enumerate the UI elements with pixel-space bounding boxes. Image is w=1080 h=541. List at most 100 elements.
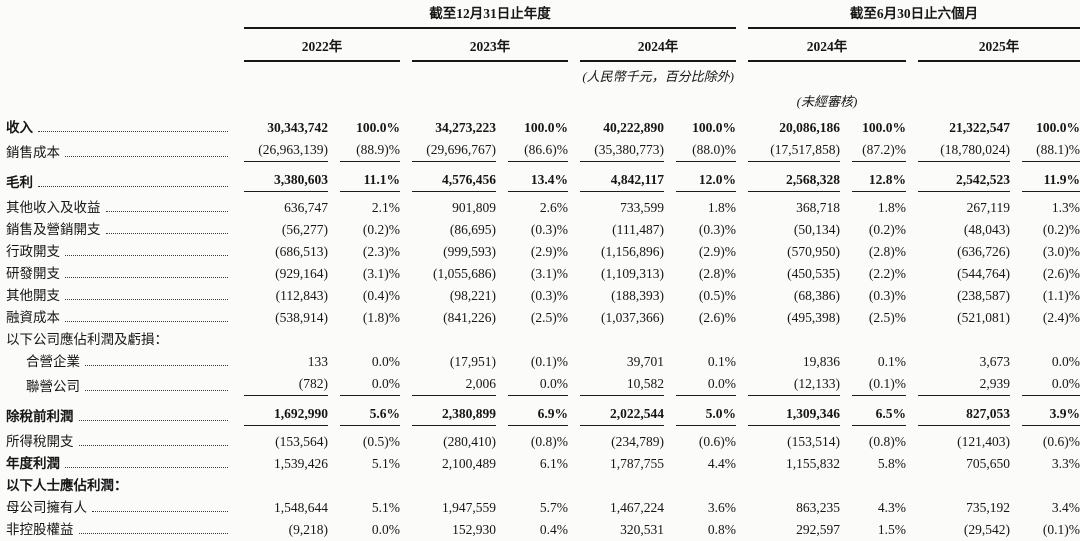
percent-cell: (87.2)% <box>840 139 906 164</box>
percent-cell: (0.3)% <box>530 222 568 237</box>
year-column-2023: 2023年 <box>400 31 568 64</box>
value-cell: (29,696,767) <box>400 139 496 164</box>
row-label: 其他收入及收益 <box>0 197 232 219</box>
value-cell: 10,582 <box>568 373 664 398</box>
value-cell: (68,386) <box>793 288 840 303</box>
percent-cell: 5.1% <box>371 500 400 515</box>
year-column-2025-interim: 2025年 <box>906 31 1080 64</box>
percent-cell: 13.4% <box>496 164 568 197</box>
value-cell: 1,692,990 <box>232 398 328 431</box>
percent-cell: 3.6% <box>707 500 736 515</box>
row-label-text: 所得稅開支 <box>6 434 74 449</box>
percent-cell: 0.0% <box>1010 373 1080 398</box>
dotted-leader <box>78 445 228 446</box>
percent-cell: (0.4)% <box>362 288 400 303</box>
value-cell: 1,309,346 <box>736 398 840 431</box>
value-cell: 4,842,117 <box>568 164 664 197</box>
header-spacer <box>736 63 1080 88</box>
percent-cell: 0.0% <box>371 354 400 369</box>
unaudited-note: (未經審核) <box>796 93 858 109</box>
dotted-leader <box>65 299 228 300</box>
row-label-text: 其他收入及收益 <box>6 200 101 215</box>
percent-cell: 5.1% <box>371 456 400 471</box>
percent-cell: (0.1)% <box>530 354 568 369</box>
value-cell: (98,221) <box>449 288 496 303</box>
value-cell: (111,487) <box>612 222 664 237</box>
value-cell: 39,701 <box>626 354 664 369</box>
dotted-leader <box>65 156 228 157</box>
header-spacer <box>0 0 232 31</box>
value-cell: (570,950) <box>787 244 840 259</box>
row-label-text: 收入 <box>6 120 33 135</box>
unaudited-note-row: (未經審核) <box>0 88 1080 113</box>
table-row: 合營企業 133 0.0% (17,951) (0.1)% 39,701 0.1% 19,83… <box>0 351 1080 373</box>
row-label: 毛利 <box>0 164 232 197</box>
value-cell: (1,109,313) <box>601 266 664 281</box>
row-label-text: 行政開支 <box>6 244 60 259</box>
row-label: 所得稅開支 <box>0 431 232 453</box>
table-row: 行政開支 (686,513) (2.3)% (999,593) (2.9)% (1,156… <box>0 241 1080 263</box>
period-group-interim-title: 截至6月30日止六個月 <box>748 4 1080 29</box>
value-cell: 2,006 <box>400 373 496 398</box>
row-label-text: 以下人士應佔利潤： <box>6 478 128 493</box>
value-cell: 636,747 <box>284 200 328 215</box>
row-label-text: 銷售及營銷開支 <box>6 222 101 237</box>
value-cell: (17,951) <box>449 354 496 369</box>
table-row: 其他收入及收益 636,747 2.1% 901,809 2.6% 733,599 1.8%… <box>0 197 1080 219</box>
percent-cell: (2.2)% <box>868 266 906 281</box>
percent-cell: 1.8% <box>877 200 906 215</box>
value-cell: (17,517,858) <box>736 139 840 164</box>
percent-cell: 11.9% <box>1010 164 1080 197</box>
percent-cell: (0.1)% <box>840 373 906 398</box>
dotted-leader <box>65 277 228 278</box>
value-cell: 292,597 <box>796 522 840 537</box>
value-cell: 2,100,489 <box>442 456 496 471</box>
row-label: 收入 <box>0 112 232 139</box>
percent-cell: 100.0% <box>692 120 736 135</box>
row-label: 聯營公司 <box>0 373 232 398</box>
header-spacer <box>0 31 232 64</box>
percent-cell: (1.8)% <box>362 310 400 325</box>
currency-note: (人民幣千元，百分比除外) <box>582 69 734 84</box>
value-cell: (636,726) <box>957 244 1010 259</box>
row-label-text: 非控股權益 <box>6 522 74 537</box>
percent-cell: (0.8)% <box>530 434 568 449</box>
table-row: 所得稅開支 (153,564) (0.5)% (280,410) (0.8)% (234,… <box>0 431 1080 453</box>
value-cell: (450,535) <box>787 266 840 281</box>
percent-cell: (88.1)% <box>1010 139 1080 164</box>
period-group-annual-title: 截至12月31日止年度 <box>244 4 736 29</box>
value-cell: 1,787,755 <box>610 456 664 471</box>
value-cell: 1,155,832 <box>786 456 840 471</box>
row-label: 融資成本 <box>0 307 232 329</box>
percent-cell: 0.0% <box>1051 354 1080 369</box>
row-label-text: 融資成本 <box>6 310 60 325</box>
dotted-leader <box>65 467 228 468</box>
value-cell: 1,947,559 <box>442 500 496 515</box>
header-spacer <box>0 63 232 88</box>
value-cell: 705,650 <box>966 456 1010 471</box>
value-cell: 2,022,544 <box>568 398 664 431</box>
percent-cell: 1.5% <box>877 522 906 537</box>
value-cell: 21,322,547 <box>949 120 1010 135</box>
percent-cell: (2.5)% <box>868 310 906 325</box>
value-cell: 20,086,186 <box>779 120 840 135</box>
percent-cell: 3.3% <box>1051 456 1080 471</box>
percent-cell: 0.0% <box>664 373 736 398</box>
percent-cell: 5.8% <box>877 456 906 471</box>
value-cell: 733,599 <box>620 200 664 215</box>
row-label-text: 研發開支 <box>6 266 60 281</box>
percent-cell: (2.3)% <box>362 244 400 259</box>
row-label: 銷售及營銷開支 <box>0 219 232 241</box>
percent-cell: 0.4% <box>539 522 568 537</box>
percent-cell: (0.3)% <box>530 288 568 303</box>
percent-cell: (0.5)% <box>362 434 400 449</box>
value-cell: (495,398) <box>787 310 840 325</box>
header-spacer <box>232 88 736 113</box>
percent-cell: (2.9)% <box>698 244 736 259</box>
row-label-text: 聯營公司 <box>26 379 80 394</box>
row-label: 銷售成本 <box>0 139 232 164</box>
percent-cell: 5.7% <box>539 500 568 515</box>
value-cell: (238,587) <box>957 288 1010 303</box>
dotted-leader <box>65 321 228 322</box>
